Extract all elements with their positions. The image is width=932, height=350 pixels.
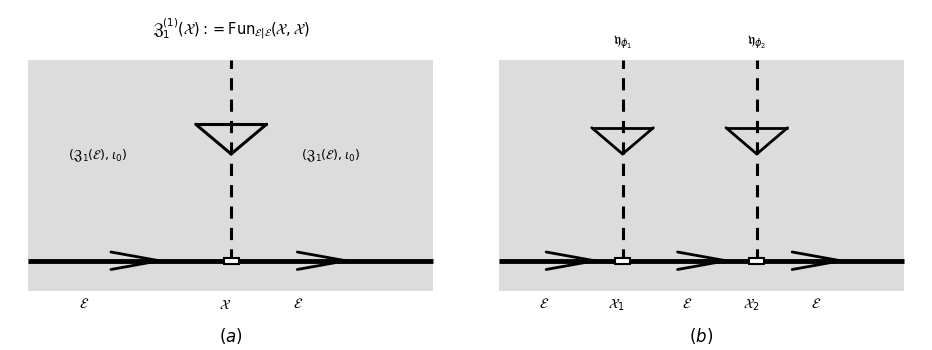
Bar (499, 60, 904, 290)
Text: $\mathcal{X}$: $\mathcal{X}$ (219, 298, 232, 312)
Bar (749, 258, 764, 264)
Text: $\mathfrak{Z}_1^{(1)}(\mathcal{X}) := \mathrm{Fun}_{\mathcal{E}|\mathcal{E}}(\ma: $\mathfrak{Z}_1^{(1)}(\mathcal{X}) := \m… (152, 17, 309, 42)
Text: $(\mathfrak{Z}_1(\mathcal{E}), \iota_0)$: $(\mathfrak{Z}_1(\mathcal{E}), \iota_0)$ (68, 147, 128, 164)
Text: $\mathcal{X}_2$: $\mathcal{X}_2$ (743, 296, 760, 313)
Text: $\mathfrak{y}_{\phi_2}$: $\mathfrak{y}_{\phi_2}$ (747, 33, 766, 51)
Text: $\mathfrak{y}_{\phi_1}$: $\mathfrak{y}_{\phi_1}$ (613, 33, 632, 51)
Bar (224, 258, 239, 264)
Text: $\mathcal{E}$: $\mathcal{E}$ (79, 298, 89, 312)
Text: $\mathcal{E}$: $\mathcal{E}$ (682, 298, 692, 312)
Text: $\mathcal{E}$: $\mathcal{E}$ (540, 298, 549, 312)
Text: $(\mathfrak{Z}_1(\mathcal{E}), \iota_0)$: $(\mathfrak{Z}_1(\mathcal{E}), \iota_0)$ (301, 147, 361, 164)
Text: $(a)$: $(a)$ (219, 326, 243, 346)
Text: $(b)$: $(b)$ (689, 326, 713, 346)
Bar (615, 258, 630, 264)
Bar (28, 60, 433, 290)
Text: $\mathcal{E}$: $\mathcal{E}$ (294, 298, 303, 312)
Text: $\mathcal{E}$: $\mathcal{E}$ (812, 298, 821, 312)
Text: $\mathcal{X}_1$: $\mathcal{X}_1$ (609, 296, 625, 313)
